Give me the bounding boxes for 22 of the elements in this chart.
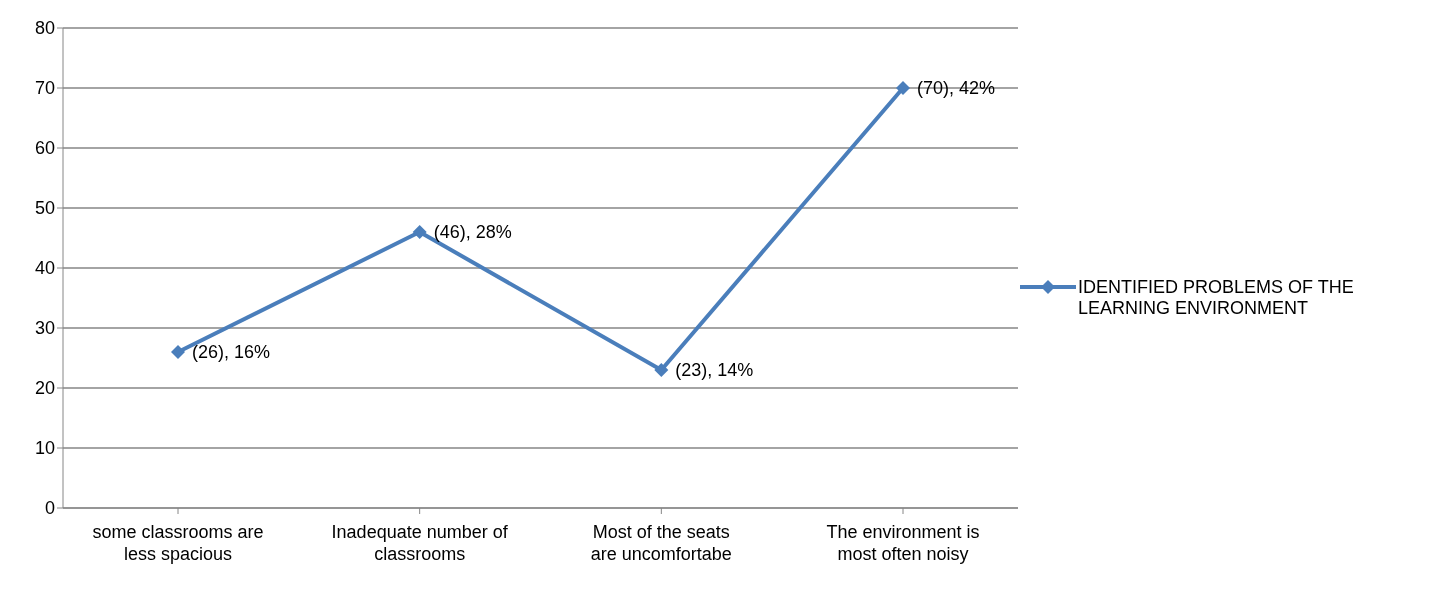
x-tick-label: Most of the seats are uncomfortabe — [590, 522, 732, 564]
point — [171, 345, 185, 359]
point — [896, 81, 910, 95]
y-tick-label: 10 — [34, 438, 55, 459]
legend-label: IDENTIFIED PROBLEMS OF THE LEARNING ENVIRONMENT — [1078, 277, 1355, 319]
data-label: (23), 14% — [675, 360, 754, 380]
data-label: (70), 42% — [917, 78, 996, 98]
data-label: (26), 16% — [192, 342, 271, 362]
x-tick-label: some classrooms are less spacious — [92, 522, 264, 564]
y-tick-label: 20 — [34, 378, 55, 399]
y-tick-label: 40 — [34, 258, 55, 279]
data-label: (46), 28% — [433, 222, 512, 242]
y-tick-label: 70 — [34, 78, 55, 99]
x-tick-label: Inadequate number of classrooms — [331, 522, 509, 564]
x-tick-label: The environment is most often noisy — [826, 522, 980, 564]
y-tick-label: 0 — [44, 498, 55, 519]
point — [412, 225, 427, 239]
y-tick-label: 60 — [34, 138, 55, 159]
y-tick-label: 30 — [34, 318, 55, 339]
y-tick-label: 50 — [34, 198, 55, 219]
y-tick-label: 80 — [34, 18, 55, 39]
point — [654, 363, 669, 377]
